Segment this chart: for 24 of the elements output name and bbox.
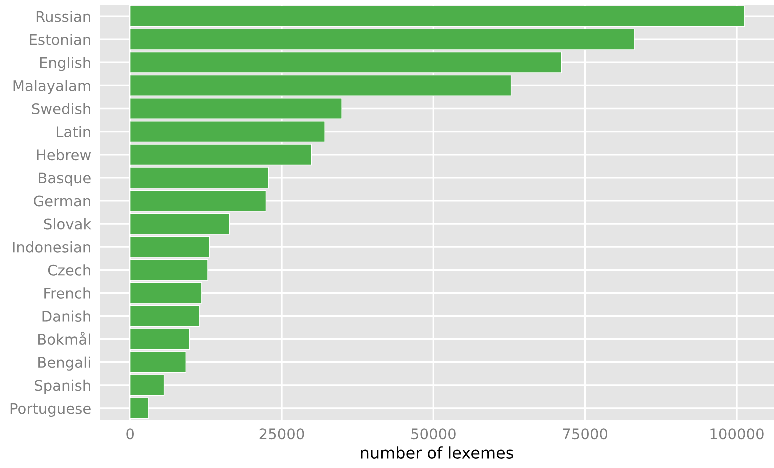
y-tick-label: Spanish (35, 380, 90, 394)
y-tick-label: Basque (39, 172, 91, 186)
y-tick-label: Hebrew (37, 149, 92, 161)
x-tick-label: 50000 (412, 428, 456, 440)
y-tick-label: Swedish (32, 103, 90, 114)
y-tick-label: German (34, 196, 90, 207)
y-tick-label: Portuguese (10, 403, 91, 418)
x-tick-label: 0 (126, 428, 134, 440)
y-tick-label: Bengali (38, 356, 90, 371)
y-tick-label: Malayalam (14, 80, 90, 94)
y-tick-label: Latin (57, 126, 90, 138)
x-tick-label: 75000 (563, 428, 608, 440)
y-tick-label: Indonesian (13, 242, 90, 253)
x-axis-title: number of lexemes (361, 446, 514, 459)
y-tick-label: English (40, 57, 90, 72)
y-tick-label: Czech (48, 264, 90, 276)
y-tick-label: Bokmål (38, 332, 90, 346)
x-tick-label: 25000 (260, 428, 304, 440)
y-tick-label: Estonian (30, 34, 90, 46)
y-tick-label: French (44, 288, 90, 299)
x-tick-label: 100000 (710, 428, 764, 440)
y-tick-label: Russian (36, 10, 90, 22)
y-tick-label: Danish (42, 310, 90, 322)
y-tick-label: Slovak (44, 218, 92, 230)
